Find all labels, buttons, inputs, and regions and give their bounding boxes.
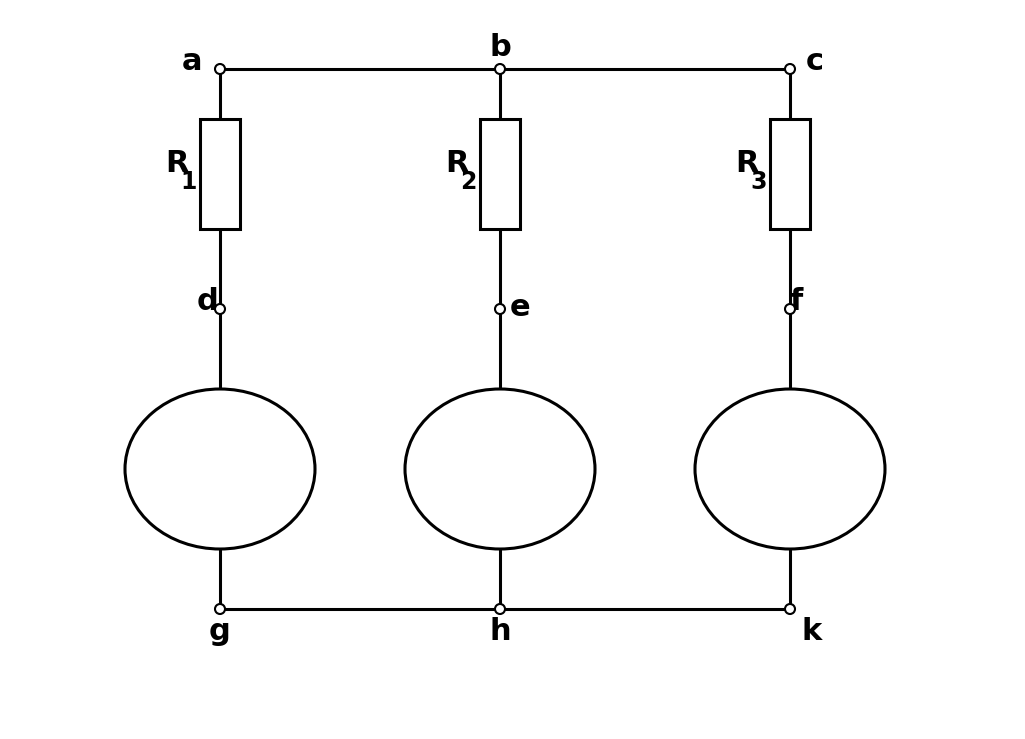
Circle shape xyxy=(495,304,505,314)
Ellipse shape xyxy=(405,389,594,549)
Text: 2: 2 xyxy=(460,170,477,194)
Text: E: E xyxy=(130,444,151,474)
Circle shape xyxy=(215,604,226,614)
Circle shape xyxy=(785,304,795,314)
Bar xyxy=(770,119,810,229)
Text: c: c xyxy=(806,47,824,75)
Ellipse shape xyxy=(125,389,315,549)
Circle shape xyxy=(495,604,505,614)
Text: b: b xyxy=(489,33,510,61)
Text: g: g xyxy=(209,616,231,645)
Text: E: E xyxy=(700,444,721,474)
Text: 1: 1 xyxy=(146,465,162,489)
Ellipse shape xyxy=(695,389,885,549)
Text: 3: 3 xyxy=(715,465,732,489)
Text: E: E xyxy=(410,444,430,474)
Text: R: R xyxy=(165,149,189,179)
Circle shape xyxy=(785,64,795,74)
Bar xyxy=(200,119,240,229)
Text: d: d xyxy=(197,287,219,316)
Bar xyxy=(480,119,520,229)
Text: e: e xyxy=(509,293,530,321)
Text: R: R xyxy=(735,149,758,179)
Circle shape xyxy=(215,304,226,314)
Text: f: f xyxy=(789,287,803,316)
Text: 1: 1 xyxy=(180,170,197,194)
Text: 2: 2 xyxy=(425,465,442,489)
Text: h: h xyxy=(489,616,510,645)
Text: 3: 3 xyxy=(750,170,767,194)
Circle shape xyxy=(215,64,226,74)
Text: a: a xyxy=(181,47,202,75)
Text: k: k xyxy=(802,616,822,645)
Text: R: R xyxy=(445,149,468,179)
Circle shape xyxy=(495,64,505,74)
Circle shape xyxy=(785,604,795,614)
